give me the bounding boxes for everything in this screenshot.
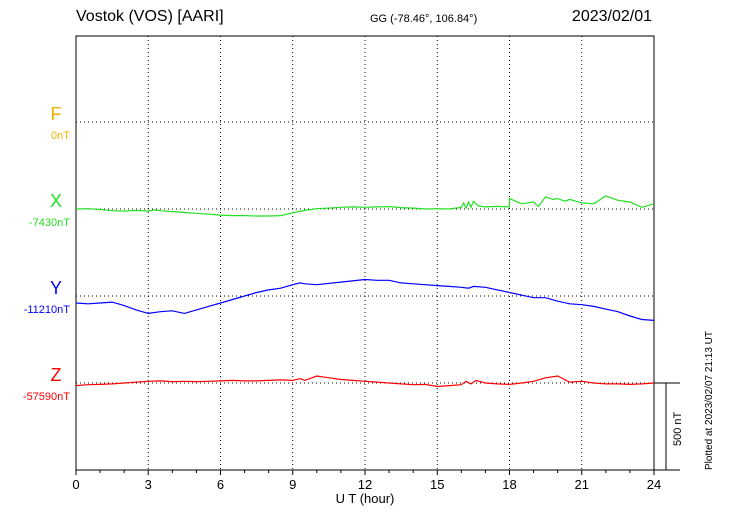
x-tick-label: 9 <box>289 477 296 492</box>
scale-bar-label: 500 nT <box>672 411 684 446</box>
x-tick-label: 24 <box>647 477 661 492</box>
x-tick-label: 21 <box>575 477 589 492</box>
baseline-value-f: 0nT <box>51 130 70 142</box>
x-tick-label: 15 <box>430 477 444 492</box>
x-axis-label: U T (hour) <box>336 491 395 506</box>
baseline-value-x: -7430nT <box>29 217 70 229</box>
component-label-y: Y <box>50 278 62 298</box>
x-tick-label: 18 <box>502 477 516 492</box>
baseline-value-y: -11210nT <box>24 304 71 316</box>
series-line-z <box>75 375 655 388</box>
component-label-f: F <box>51 104 62 124</box>
plot-date: 2023/02/01 <box>571 8 652 25</box>
baseline-value-z: -57590nT <box>23 391 70 403</box>
component-label-x: X <box>50 191 62 211</box>
series-line-y <box>75 278 655 321</box>
series-line-x <box>75 195 655 217</box>
plotted-timestamp: Plotted at 2023/02/07 21:13 UT <box>704 331 715 470</box>
component-label-z: Z <box>51 365 62 385</box>
x-tick-label: 0 <box>72 477 79 492</box>
geo-coordinates: GG (-78.46°, 106.84°) <box>370 13 478 25</box>
x-tick-label: 3 <box>145 477 152 492</box>
station-title: Vostok (VOS) [AARI] <box>76 8 224 25</box>
x-tick-label: 12 <box>358 477 372 492</box>
x-tick-label: 6 <box>217 477 224 492</box>
